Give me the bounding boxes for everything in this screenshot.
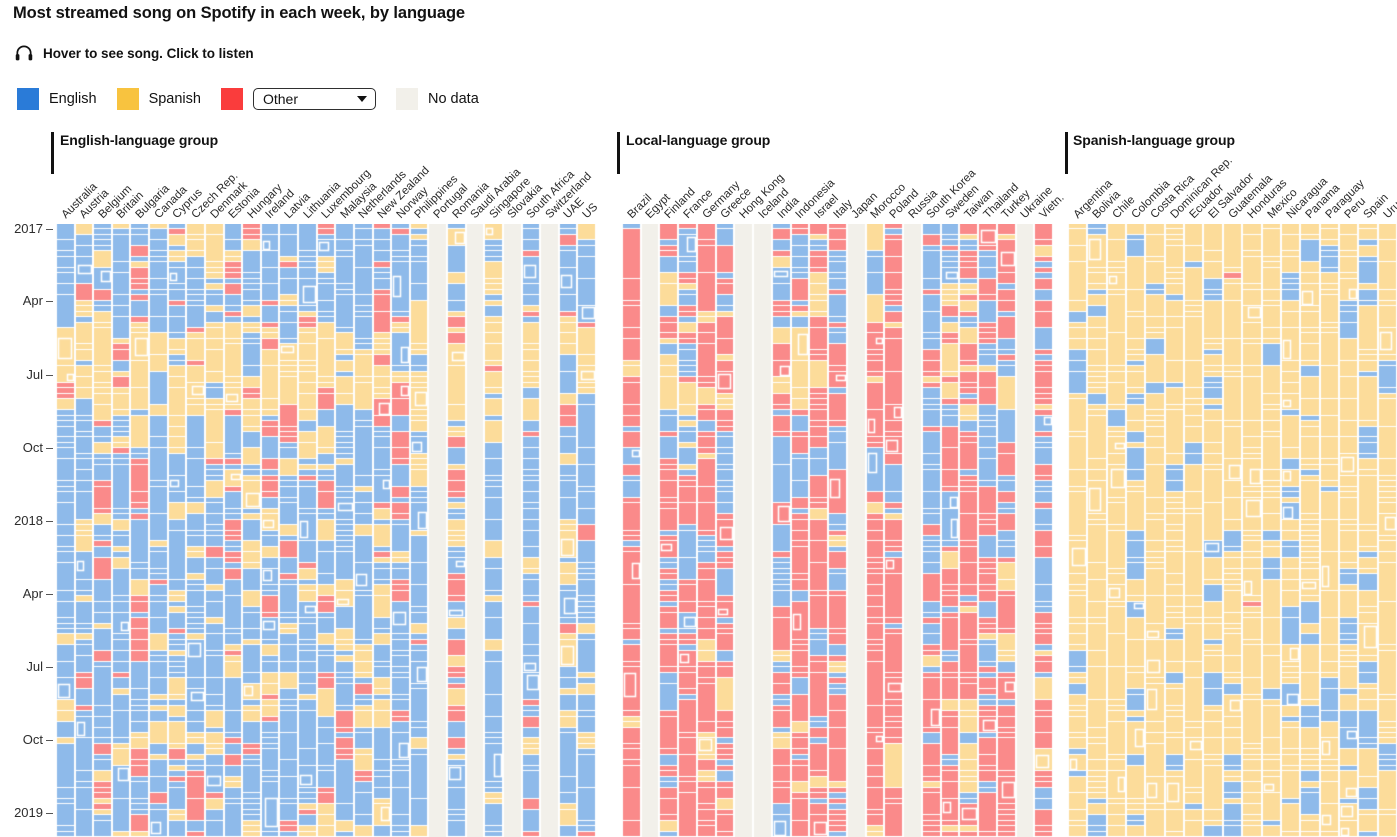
legend-label-english: English xyxy=(49,91,97,107)
y-axis-tick-label: Jul xyxy=(26,659,43,674)
legend-swatch-no-data xyxy=(395,88,418,110)
y-axis-tick-label: Apr xyxy=(22,586,43,601)
y-axis-tick-label: 2018 xyxy=(14,513,43,528)
y-axis-tick-label: Jul xyxy=(26,367,43,382)
y-axis-tick-label: Oct xyxy=(22,732,43,747)
y-axis-tick: Jul xyxy=(0,659,55,675)
panel-rule-spanish xyxy=(1065,132,1068,174)
legend-item-spanish: Spanish xyxy=(116,88,201,110)
y-axis-tick-label: 2019 xyxy=(14,805,43,820)
panel-title-spanish: Spanish-language group xyxy=(1073,132,1235,148)
heatmap-local-language-group[interactable] xyxy=(622,224,1053,837)
legend-label-spanish: Spanish xyxy=(148,91,201,107)
language-select-value: Other xyxy=(262,91,298,107)
y-axis-tick-mark xyxy=(46,375,53,376)
language-select[interactable]: Other xyxy=(252,88,376,110)
y-axis-tick: Oct xyxy=(0,732,55,748)
y-axis-tick: 2018 xyxy=(0,513,55,529)
y-axis-tick-label: Apr xyxy=(22,293,43,308)
legend-label-no-data: No data xyxy=(427,91,479,107)
panel-title-english: English-language group xyxy=(60,132,219,148)
panel-title-local: Local-language group xyxy=(626,132,771,148)
y-axis-tick-mark xyxy=(46,594,53,595)
y-axis: 2017 Apr Jul Oct 2018 Apr Jul Oct 2019 xyxy=(0,0,55,837)
heatmap-spanish-language-group[interactable] xyxy=(1068,224,1397,837)
y-axis-tick: Apr xyxy=(0,586,55,602)
y-axis-tick: Jul xyxy=(0,367,55,383)
y-axis-tick-mark xyxy=(46,521,53,522)
chevron-down-icon xyxy=(356,96,367,102)
panel-rule-local xyxy=(617,132,620,174)
y-axis-tick-label: Oct xyxy=(22,440,43,455)
y-axis-tick: 2019 xyxy=(0,805,55,821)
page-title: Most streamed song on Spotify in each we… xyxy=(13,4,466,22)
y-axis-tick-mark xyxy=(46,448,53,449)
y-axis-tick-mark xyxy=(46,813,53,814)
y-axis-tick: 2017 xyxy=(0,221,55,237)
legend-swatch-other xyxy=(220,88,243,110)
y-axis-tick-label: 2017 xyxy=(14,221,43,236)
legend: English Spanish Other No data xyxy=(17,86,499,112)
legend-item-english: English xyxy=(17,88,97,110)
heatmap-english-language-group[interactable] xyxy=(56,224,596,837)
y-axis-tick-mark xyxy=(46,667,53,668)
legend-item-other: Other xyxy=(220,88,376,110)
legend-swatch-spanish xyxy=(116,88,139,110)
y-axis-tick: Oct xyxy=(0,440,55,456)
y-axis-tick-mark xyxy=(46,740,53,741)
y-axis-tick-mark xyxy=(46,229,53,230)
subtitle-text: Hover to see song. Click to listen xyxy=(43,45,254,61)
y-axis-tick: Apr xyxy=(0,293,55,309)
subtitle-row: Hover to see song. Click to listen xyxy=(14,42,254,64)
headphone-icon xyxy=(15,45,33,61)
y-axis-tick-mark xyxy=(46,301,53,302)
panel-rule-english xyxy=(51,132,54,174)
legend-swatch-english xyxy=(17,88,39,110)
legend-item-no-data: No data xyxy=(395,88,479,110)
